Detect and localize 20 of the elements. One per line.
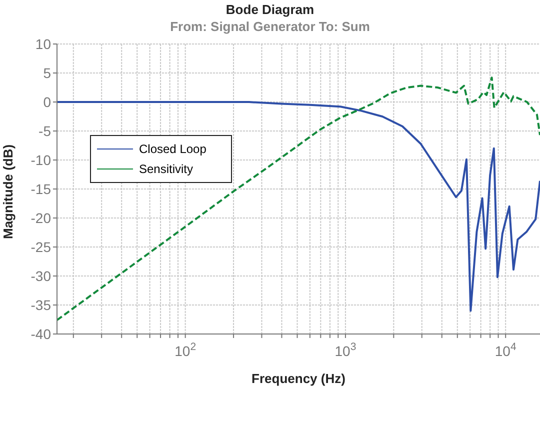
y-tick-label: -15 [30,180,52,197]
y-tick-label: -35 [30,296,52,313]
legend-label: Closed Loop [139,142,206,156]
y-tick-label: 0 [43,94,52,110]
x-axis-title: Frequency (Hz) [252,371,346,386]
y-tick-label: -20 [30,210,52,226]
y-tick-label: 5 [43,64,52,81]
chart-title: Bode Diagram [224,2,316,17]
y-tick-label: -10 [30,152,52,168]
y-tick-label: -30 [30,268,52,284]
x-tick-label: 10$^{2}$ [174,341,196,359]
y-tick-label: -5 [38,122,52,139]
y-tick-label: -40 [30,326,52,342]
y-tick-label: -25 [30,238,52,255]
y-tick-label: 10 [35,36,52,52]
x-tick-label: 10$^{4}$ [494,341,516,359]
x-tick-label: 10$^{3}$ [334,341,356,359]
legend-label: Sensitivity [139,162,194,176]
chart-subtitle: From: Signal Generator To: Sum [169,19,371,34]
y-axis-title: Magnitude (dB) [0,144,16,239]
